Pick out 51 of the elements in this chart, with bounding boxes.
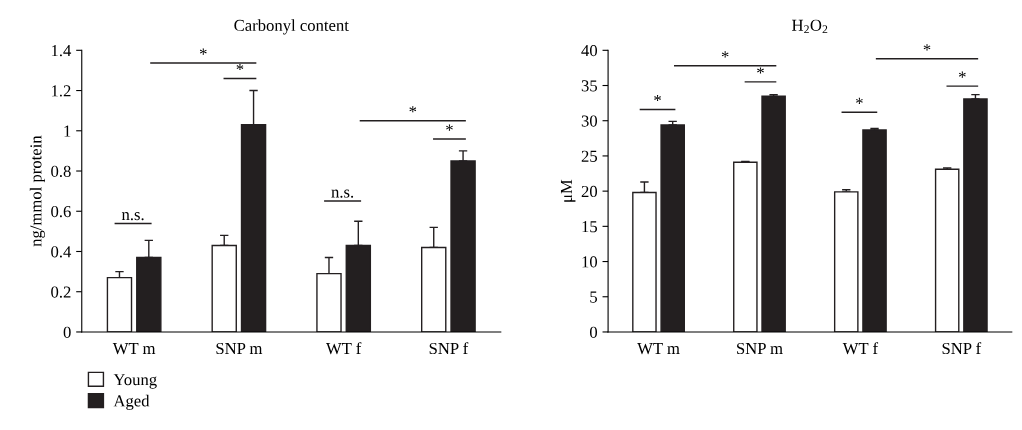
y-axis-title: μM (560, 179, 576, 202)
y-tick-label: 40 (581, 45, 598, 57)
bar (833, 191, 859, 332)
annotation: * (923, 44, 931, 51)
bar (862, 129, 887, 332)
x-tick-label: WT f (842, 342, 879, 355)
annotation: * (446, 124, 453, 131)
annotation: * (958, 71, 966, 78)
x-tick-label: SNP m (216, 342, 263, 355)
x-tick-label: SNP f (429, 342, 469, 355)
y-tick-label: 1.2 (51, 85, 71, 97)
x-tick-label: WT f (326, 342, 362, 355)
legend-label: Young (113, 374, 157, 389)
y-tick-label: 1.4 (51, 45, 72, 57)
y-tick-label: 25 (581, 150, 598, 162)
annotation: * (757, 67, 764, 74)
y-tick-label: 15 (582, 221, 598, 233)
bar (106, 276, 133, 332)
y-tick-label: 30 (581, 115, 598, 127)
bar (963, 98, 988, 332)
x-tick-label: WT m (637, 343, 680, 355)
annotation: * (721, 51, 729, 58)
annotation: * (199, 48, 207, 55)
x-tick-label: WT m (112, 343, 156, 355)
y-tick-label: 0.4 (51, 246, 72, 258)
bar (761, 95, 786, 332)
annotation: * (654, 94, 661, 102)
chart-title: Carbonyl content (234, 19, 349, 35)
y-tick-label: 20 (581, 185, 598, 198)
y-tick-label: 10 (582, 256, 598, 268)
bar (934, 168, 960, 332)
bar (733, 161, 758, 332)
y-tick-label: 0 (589, 326, 598, 338)
y-tick-label: 0.6 (51, 205, 71, 218)
annotation: n.s. (121, 212, 144, 221)
y-tick-label: 0 (63, 326, 71, 338)
chart-title: H$_{2}$O$_{2}$ (792, 19, 828, 34)
annotation: * (856, 97, 863, 104)
y-tick-label: 0.8 (51, 165, 71, 178)
y-tick-label: 35 (581, 80, 598, 92)
annotation: * (409, 106, 417, 113)
y-tick-label: 1 (64, 125, 71, 137)
legend-label: Aged (113, 394, 150, 410)
bar (660, 124, 685, 332)
y-axis-title: ng/mmol protein (29, 135, 45, 247)
x-tick-label: SNP f (942, 342, 982, 355)
y-tick-label: 5 (590, 291, 598, 303)
x-tick-label: SNP m (737, 342, 783, 355)
annotation: n.s. (331, 189, 354, 198)
y-tick-label: 0.2 (51, 286, 71, 298)
annotation: * (236, 64, 244, 71)
